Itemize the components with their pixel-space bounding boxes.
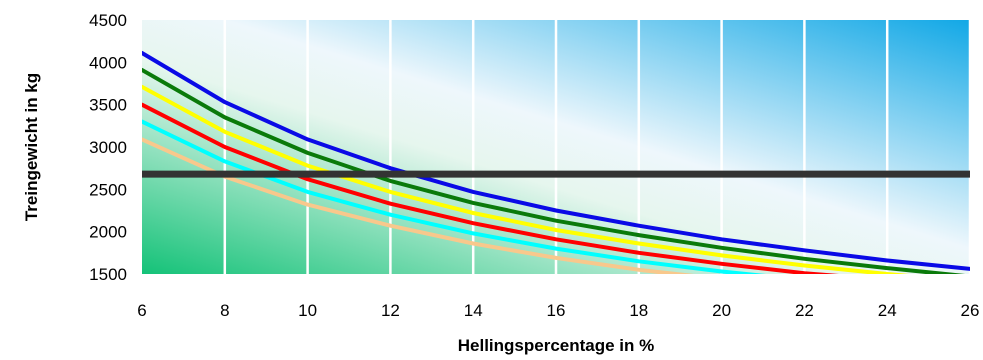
x-tick-14: 14 xyxy=(464,301,483,320)
x-tick-12: 12 xyxy=(381,301,400,320)
x-tick-24: 24 xyxy=(878,301,897,320)
x-tick-26: 26 xyxy=(961,301,980,320)
y-tick-labels: 1500 2000 2500 3000 3500 4000 4500 xyxy=(89,11,127,284)
x-tick-6: 6 xyxy=(137,301,146,320)
series-line-2 xyxy=(142,68,966,274)
y-tick-4000: 4000 xyxy=(89,53,127,72)
series-group xyxy=(142,51,970,274)
series-line-5 xyxy=(142,119,767,274)
x-tick-18: 18 xyxy=(629,301,648,320)
x-tick-16: 16 xyxy=(547,301,566,320)
series-line-3 xyxy=(142,84,910,274)
gridlines xyxy=(223,20,972,274)
y-axis-title: Treingewicht in kg xyxy=(22,73,41,221)
series-line-1 xyxy=(142,51,970,271)
y-tick-2500: 2500 xyxy=(89,180,127,199)
x-tick-10: 10 xyxy=(298,301,317,320)
x-tick-20: 20 xyxy=(712,301,731,320)
y-tick-3000: 3000 xyxy=(89,138,127,157)
y-tick-3500: 3500 xyxy=(89,96,127,115)
series-line-6 xyxy=(142,137,695,274)
x-axis-title: Hellingspercentage in % xyxy=(458,336,655,355)
x-tick-22: 22 xyxy=(795,301,814,320)
series-line-4 xyxy=(142,102,840,274)
y-tick-4500: 4500 xyxy=(89,11,127,30)
x-tick-8: 8 xyxy=(220,301,229,320)
y-tick-2000: 2000 xyxy=(89,223,127,242)
x-tick-labels: 6 8 10 12 14 16 18 20 22 24 26 xyxy=(137,301,979,320)
y-tick-1500: 1500 xyxy=(89,265,127,284)
